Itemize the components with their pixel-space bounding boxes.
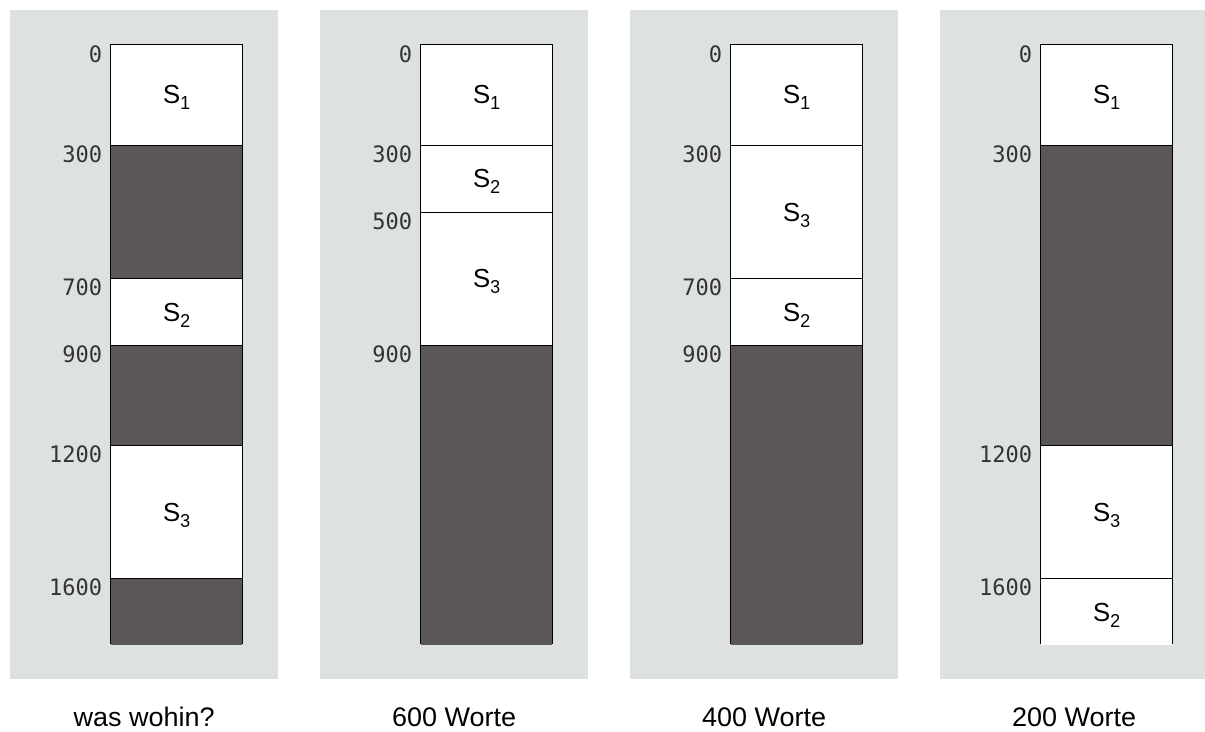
segment-block: S3 (111, 445, 242, 579)
segment-index: 2 (180, 310, 191, 331)
segment-block: S1 (421, 45, 552, 145)
address-tick-label: 1200 (49, 443, 102, 468)
segment-block: S2 (731, 278, 862, 345)
segment-index: 3 (490, 277, 501, 298)
segment-label: S1 (731, 79, 862, 112)
segment-name: S (472, 263, 491, 294)
segment-block: S3 (731, 145, 862, 279)
address-tick-label: 700 (62, 276, 102, 302)
segment-block: S2 (1041, 578, 1172, 645)
segment-name: S (472, 79, 491, 109)
memory-panel-2: S1 S2 S3 0 300 500 900 (320, 10, 588, 679)
segment-name: S (782, 196, 801, 227)
memory-panel-3: S1 S3 S2 0 300 700 900 (630, 10, 898, 679)
segment-block: S1 (1041, 45, 1172, 145)
segment-block: S1 (731, 45, 862, 145)
segment-index: 3 (800, 210, 811, 231)
address-tick-label: 0 (398, 43, 412, 68)
segment-label: S2 (731, 296, 862, 330)
segment-name: S (1092, 79, 1111, 109)
panel-caption: was wohin? (73, 702, 215, 732)
segment-index: 1 (800, 93, 811, 113)
segment-index: 1 (1110, 93, 1121, 113)
address-tick-label: 300 (992, 143, 1032, 168)
segment-label: S3 (731, 196, 862, 230)
free-block (1041, 145, 1172, 445)
segment-index: 2 (800, 310, 811, 331)
segment-label: S1 (421, 79, 552, 112)
free-block (111, 578, 242, 645)
address-tick-label: 300 (62, 143, 102, 168)
segment-block: S2 (111, 278, 242, 345)
segment-label: S3 (111, 496, 242, 530)
memory-column: S1 S3 S2 (1040, 44, 1173, 645)
address-tick-label: 1200 (979, 443, 1032, 468)
address-tick-label: 900 (682, 343, 722, 368)
segment-name: S (162, 296, 181, 327)
panel-caption: 200 Worte (1011, 702, 1137, 732)
address-tick-label: 0 (88, 43, 102, 68)
free-block (731, 345, 862, 645)
free-block (111, 145, 242, 279)
segment-index: 2 (490, 177, 501, 198)
free-block (421, 345, 552, 645)
segment-label: S2 (421, 163, 552, 196)
panel-caption: 600 Worte (391, 702, 517, 732)
segment-block: S3 (1041, 445, 1172, 579)
segment-name: S (782, 79, 801, 109)
segment-label: S1 (111, 79, 242, 112)
segment-block: S1 (111, 45, 242, 145)
segment-name: S (1092, 496, 1111, 527)
free-block (111, 345, 242, 445)
memory-panel-4: S1 S3 S2 0 300 1200 1600 (940, 10, 1205, 679)
segment-block: S3 (421, 211, 552, 345)
address-tick-label: 0 (708, 43, 722, 68)
segment-label: S2 (1041, 596, 1172, 630)
segment-name: S (162, 79, 181, 109)
memory-column: S1 S2 S3 (420, 44, 553, 645)
segment-index: 1 (180, 93, 191, 113)
address-tick-label: 700 (682, 276, 722, 302)
address-tick-label: 900 (372, 343, 412, 368)
memory-panel-1: S1 S2 S3 0 300 700 900 1200 1600 (10, 10, 278, 679)
address-tick-label: 0 (1018, 43, 1032, 68)
segment-index: 1 (490, 93, 501, 113)
address-tick-label: 500 (372, 209, 412, 235)
memory-column: S1 S3 S2 (730, 44, 863, 645)
segment-label: S3 (1041, 496, 1172, 530)
address-tick-label: 300 (682, 143, 722, 168)
segment-label: S2 (111, 296, 242, 330)
memory-column: S1 S2 S3 (110, 44, 243, 645)
segment-name: S (782, 296, 801, 327)
segment-name: S (1092, 596, 1111, 627)
segment-name: S (162, 496, 181, 527)
segment-name: S (472, 163, 491, 194)
segment-block: S2 (421, 145, 552, 212)
segment-index: 3 (180, 510, 191, 531)
address-tick-label: 1600 (979, 576, 1032, 602)
segment-label: S1 (1041, 79, 1172, 112)
segment-index: 2 (1110, 610, 1121, 631)
address-tick-label: 1600 (49, 576, 102, 602)
segment-label: S3 (421, 263, 552, 296)
address-tick-label: 300 (372, 143, 412, 168)
panel-caption: 400 Worte (701, 702, 827, 732)
address-tick-label: 900 (62, 343, 102, 368)
segment-index: 3 (1110, 510, 1121, 531)
